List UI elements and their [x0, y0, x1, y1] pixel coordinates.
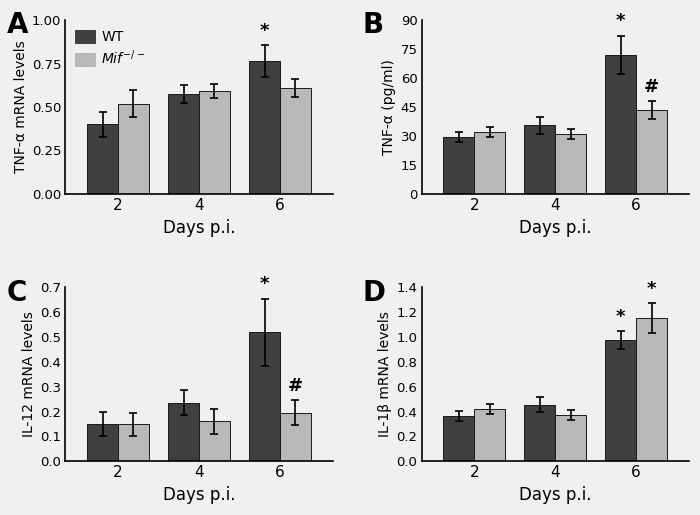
Bar — [118, 104, 149, 194]
Bar — [118, 424, 149, 461]
Text: A: A — [6, 11, 28, 40]
Y-axis label: TNF-α mRNA levels: TNF-α mRNA levels — [13, 41, 27, 174]
Bar — [606, 340, 636, 461]
Bar — [249, 61, 280, 194]
Bar — [444, 137, 475, 194]
Bar — [606, 55, 636, 194]
Text: D: D — [363, 279, 386, 306]
Legend: WT, $Mif^{-/-}$: WT, $Mif^{-/-}$ — [69, 24, 151, 73]
Text: C: C — [6, 279, 27, 306]
X-axis label: Days p.i.: Days p.i. — [162, 486, 235, 504]
Bar — [88, 424, 118, 461]
Y-axis label: IL-1β mRNA levels: IL-1β mRNA levels — [378, 312, 392, 437]
Bar — [636, 110, 667, 194]
Y-axis label: IL-12 mRNA levels: IL-12 mRNA levels — [22, 312, 36, 437]
Text: *: * — [260, 22, 270, 40]
Bar — [524, 125, 555, 194]
Text: *: * — [647, 280, 657, 298]
Bar — [168, 94, 199, 194]
Y-axis label: TNF-α (pg/ml): TNF-α (pg/ml) — [382, 59, 396, 155]
Bar — [199, 421, 230, 461]
X-axis label: Days p.i.: Days p.i. — [162, 219, 235, 237]
Bar — [280, 88, 311, 194]
Text: #: # — [288, 377, 303, 395]
Bar — [199, 91, 230, 194]
Bar — [555, 415, 586, 461]
Bar — [475, 409, 505, 461]
X-axis label: Days p.i.: Days p.i. — [519, 486, 592, 504]
Bar — [168, 403, 199, 461]
Bar — [249, 332, 280, 461]
Text: *: * — [616, 12, 626, 30]
Bar — [88, 125, 118, 194]
Bar — [280, 413, 311, 461]
Bar — [524, 405, 555, 461]
Text: *: * — [616, 307, 626, 325]
Bar — [555, 134, 586, 194]
Bar — [444, 416, 475, 461]
Text: B: B — [363, 11, 384, 40]
Bar — [475, 132, 505, 194]
Bar — [636, 318, 667, 461]
X-axis label: Days p.i.: Days p.i. — [519, 219, 592, 237]
Text: #: # — [644, 78, 659, 96]
Text: *: * — [260, 276, 270, 294]
